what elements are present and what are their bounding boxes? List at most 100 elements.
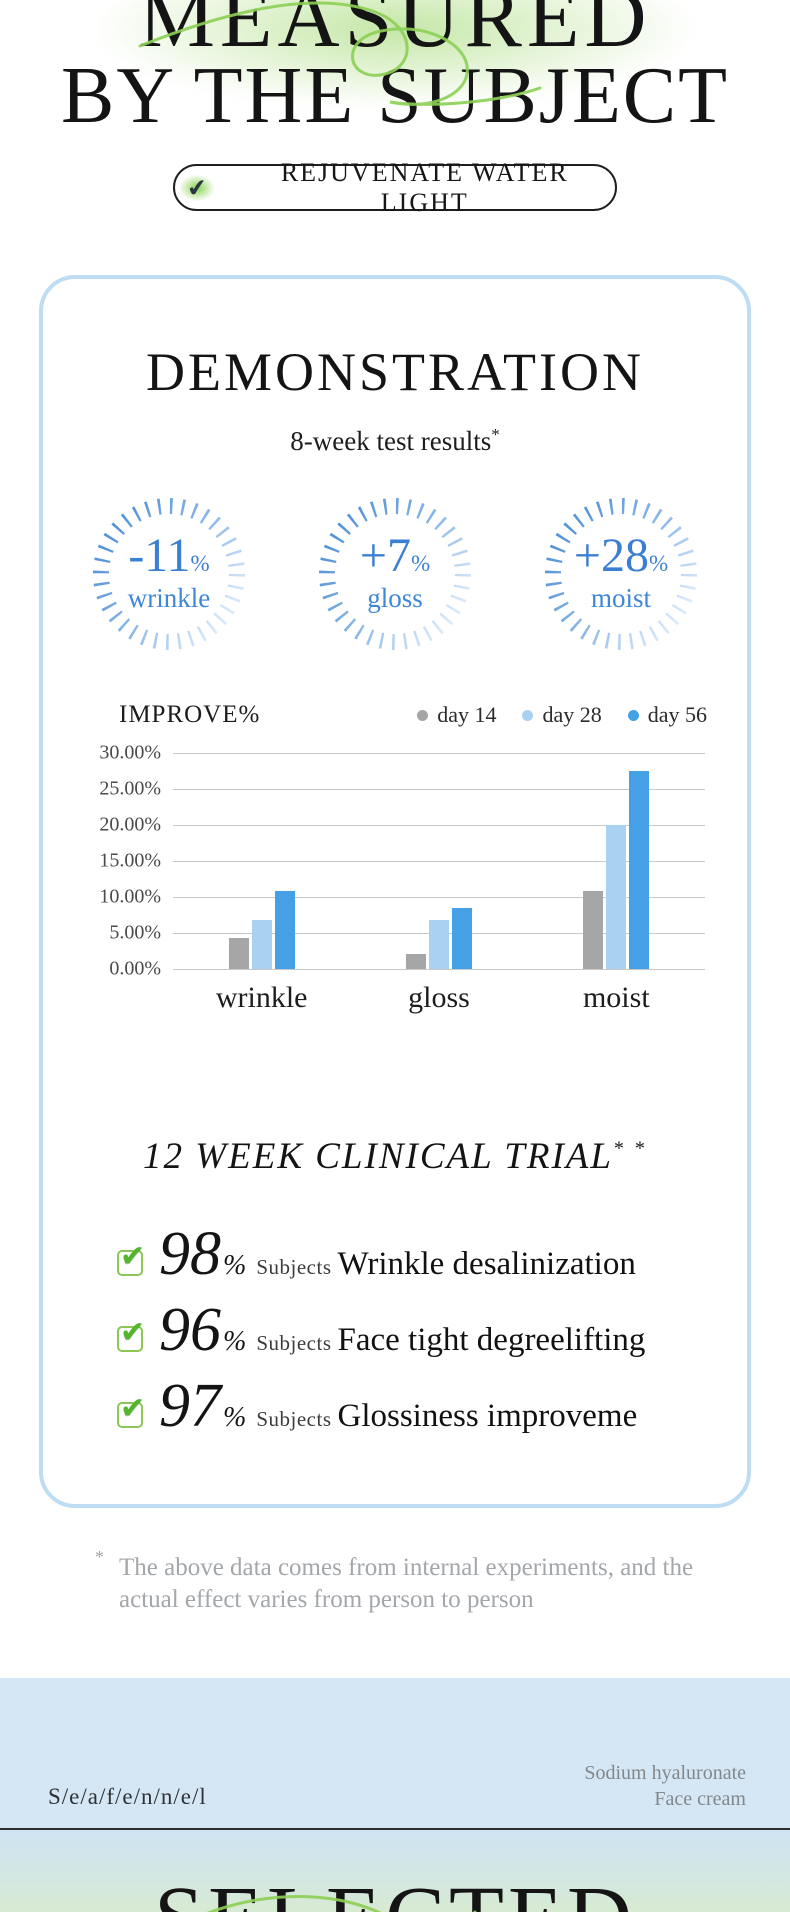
stats-row: -11% wrinkle +7% gloss +28% [43,493,747,655]
gridline [173,789,705,790]
stat-inner: +7% gloss [314,493,476,655]
footer-band: S/e/a/f/e/n/n/e/l Sodium hyaluronate Fac… [0,1678,790,1830]
legend-item-day56: day 56 [627,702,707,728]
demonstration-card: DEMONSTRATION 8-week test results* -11% … [39,275,751,1508]
stat-label: gloss [367,583,423,614]
bar-gloss-day56 [451,907,472,969]
clinical-row: ✔ 97% Subjects Glossiness improveme [117,1372,747,1448]
gridline [173,753,705,754]
legend-label: day 56 [647,702,707,727]
next-section-title: SELECTED [0,1874,790,1912]
legend-dot-icon [627,709,639,721]
check-icon: ✔ [120,1239,146,1274]
badge-check-wrap: ✔ [175,171,219,205]
row-percent-sign: % [223,1326,247,1357]
x-axis-category-label: wrinkle [215,981,308,1014]
improvement-bar-chart: IMPROVE% day 14 day 28 day 56 [43,701,747,1035]
clinical-row: ✔ 98% Subjects Wrinkle desalinization [117,1220,747,1296]
legend-label: day 28 [542,702,602,727]
stat-inner: +28% moist [540,493,702,655]
check-icon: ✔ [185,172,209,203]
stat-circle-gloss: +7% gloss [314,493,476,655]
clinical-trial-title: 12 WEEK CLINICAL TRIAL* * [43,1135,747,1178]
chart-legend: day 14 day 28 day 56 [417,702,707,728]
checkbox-icon: ✔ [117,1315,145,1352]
footnote-text: The above data comes from internal exper… [119,1554,694,1613]
bar-wrinkle-day14 [228,938,249,969]
subheading-text: 8-week test results [290,426,492,456]
y-axis-tick-label: 10.00% [99,885,161,908]
footnote-mark: * [95,1547,104,1567]
stat-label: wrinkle [127,583,211,614]
check-icon: ✔ [120,1391,146,1426]
row-qualifier: Subjects [256,1407,332,1431]
row-claim-text: Glossiness improveme [337,1398,638,1434]
feature-badge: ✔ REJUVENATE WATER LIGHT [173,158,617,217]
bar-wrinkle-day56 [274,891,295,969]
clinical-rows: ✔ 98% Subjects Wrinkle desalinization ✔ … [117,1220,747,1448]
stat-unit: % [648,550,669,576]
stat-value: -11 [128,528,191,582]
stat-value: +28 [573,528,649,582]
legend-dot-icon [522,709,534,721]
page-title-line2: BY THE SUBJECT [60,52,730,140]
stat-label: moist [590,583,651,614]
row-percentage: 96 [159,1296,221,1364]
chart-header: IMPROVE% day 14 day 28 day 56 [73,701,711,729]
product-line1: Sodium hyaluronate [584,1762,746,1784]
gridline [173,969,705,970]
legend-dot-icon [417,709,429,721]
card-heading: DEMONSTRATION [146,342,644,402]
stat-circle-moist: +28% moist [540,493,702,655]
check-icon: ✔ [120,1315,146,1350]
row-percentage: 97 [159,1372,221,1440]
bars-area: wrinkle gloss moist [173,753,705,1014]
stat-inner: -11% wrinkle [88,493,250,655]
checkbox-icon: ✔ [117,1239,145,1276]
x-axis-category-label: gloss [408,981,470,1014]
page-title-line1: MEASURED [138,0,652,65]
gridline [173,897,705,898]
bar-gloss-day14 [405,953,426,969]
bar-moist-day14 [583,891,604,969]
row-percent-sign: % [223,1250,247,1281]
stat-unit: % [190,550,210,576]
bar-group-moist: moist [583,771,650,1014]
bar-moist-day28 [606,825,627,969]
row-claim-text: Wrinkle desalinization [337,1246,636,1282]
y-axis-tick-label: 0.00% [109,957,161,980]
y-axis-tick-label: 20.00% [99,813,161,836]
y-axis-tick-label: 5.00% [109,921,161,944]
legend-label: day 14 [437,702,497,727]
clinical-row: ✔ 96% Subjects Face tight degreelifting [117,1296,747,1372]
y-axis-tick-label: 25.00% [99,777,161,800]
bar-gloss-day28 [428,920,449,969]
disclaimer-footnote: * The above data comes from internal exp… [95,1547,695,1616]
row-qualifier: Subjects [256,1331,332,1355]
chart-title: IMPROVE% [119,701,261,728]
stat-value: +7 [359,528,411,582]
card-subheading: 8-week test results* [43,425,747,457]
row-qualifier: Subjects [256,1255,332,1279]
badge-check-glow [177,172,217,203]
row-percentage: 98 [159,1220,221,1288]
stat-unit: % [410,550,431,576]
hero-section: MEASURED BY THE SUBJECT ✔ REJUVENATE WAT… [0,0,790,217]
y-axis-tick-label: 30.00% [99,741,161,764]
y-axis-tick-label: 15.00% [99,849,161,872]
bar-wrinkle-day28 [251,920,272,969]
clinical-title-text: 12 WEEK CLINICAL TRIAL [143,1136,613,1177]
checkbox-icon: ✔ [117,1391,145,1428]
badge-label: REJUVENATE WATER LIGHT [280,157,569,217]
x-axis-category-label: moist [582,981,650,1014]
stat-circle-wrinkle: -11% wrinkle [88,493,250,655]
subheading-footnote-mark: * [491,425,500,444]
bar-group-wrinkle: wrinkle [216,891,307,1014]
row-claim-text: Face tight degreelifting [337,1322,646,1358]
product-name: Sodium hyaluronate Face cream [584,1760,746,1812]
bar-group-gloss: gloss [405,907,472,1014]
product-line2: Face cream [654,1788,746,1810]
clinical-footnote-mark: * * [612,1137,647,1160]
legend-item-day28: day 28 [522,702,602,728]
